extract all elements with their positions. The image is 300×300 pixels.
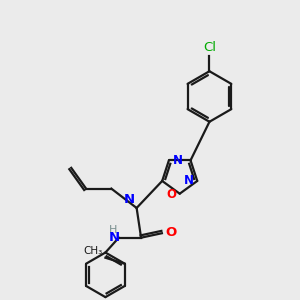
Text: O: O (166, 188, 176, 201)
Text: N: N (124, 194, 135, 206)
Text: N: N (108, 231, 119, 244)
Text: O: O (166, 226, 177, 239)
Text: H: H (109, 225, 117, 235)
Text: Cl: Cl (203, 41, 216, 54)
Text: CH₃: CH₃ (84, 246, 103, 256)
Text: N: N (184, 175, 194, 188)
Text: N: N (173, 154, 183, 167)
